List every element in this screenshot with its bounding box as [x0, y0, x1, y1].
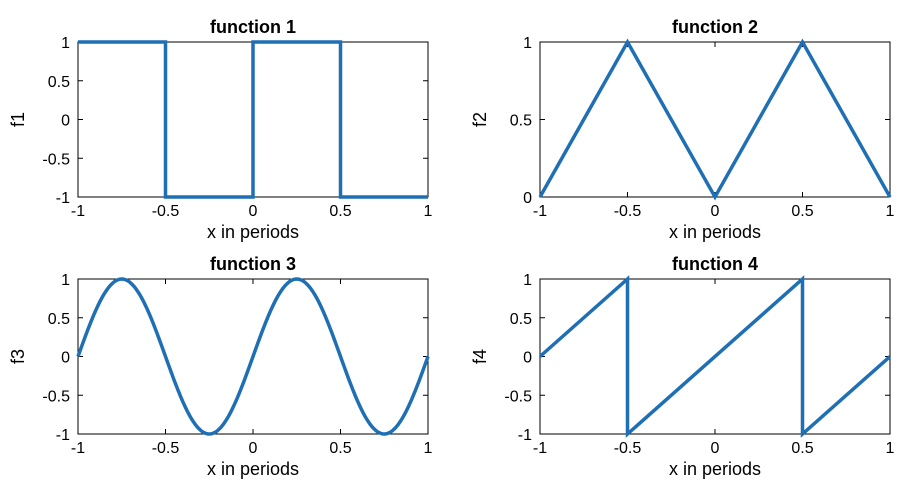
y-tick-label: -1: [518, 427, 532, 444]
y-tick-label: 0.5: [510, 311, 532, 328]
y-tick-label: 0: [523, 190, 532, 207]
x-tick-label: 1: [886, 203, 895, 220]
y-tick-label: 1: [523, 272, 532, 289]
plot-panel-1: -1 -0.5 0 0.5 1 -1 -0.5 0 0.5 1 function 1 x in per…: [8, 17, 433, 242]
series-line-3-1: [76, 277, 430, 436]
x-tick-label: -0.5: [152, 440, 180, 457]
x-tick-label: 1: [424, 440, 433, 457]
y-tick-label: 1: [61, 272, 70, 289]
x-tick-label: -1: [533, 203, 547, 220]
plot-panel-4: -1 -0.5 0 0.5 1 -1 -0.5 0 0.5 1 function 4 x in per…: [470, 254, 895, 479]
x-tick-label: 1: [424, 203, 433, 220]
y-axis-label: f4: [470, 349, 490, 364]
y-tick-label: 1: [523, 35, 532, 52]
x-tick-label: 0.5: [791, 440, 813, 457]
x-tick-label: -1: [533, 440, 547, 457]
y-tick-label: -1: [56, 427, 70, 444]
y-tick-label: 0: [61, 113, 70, 130]
x-axis-label: x in periods: [669, 459, 761, 479]
y-tick-label: 0.5: [510, 113, 532, 130]
y-axis-label: f1: [8, 112, 28, 127]
y-axis-label: f2: [470, 112, 490, 127]
y-tick-label: 0: [61, 350, 70, 367]
x-tick-label: 0: [249, 440, 258, 457]
x-tick-label: -1: [71, 203, 85, 220]
chart-title: function 4: [672, 254, 758, 274]
y-tick-label: 1: [61, 35, 70, 52]
x-tick-label: 0.5: [791, 203, 813, 220]
y-tick-label: 0.5: [48, 311, 70, 328]
axes-box: [539, 41, 891, 198]
x-axis-label: x in periods: [207, 459, 299, 479]
x-axis-label: x in periods: [207, 222, 299, 242]
x-tick-label: -1: [71, 440, 85, 457]
x-axis-label: x in periods: [669, 222, 761, 242]
y-tick-label: 0.5: [48, 74, 70, 91]
y-tick-label: 0: [523, 350, 532, 367]
x-tick-label: -0.5: [152, 203, 180, 220]
plot-panel-2: -1 -0.5 0 0.5 1 0 0.5 1 function 2 x in periods f2: [470, 17, 895, 242]
y-tick-label: -0.5: [42, 388, 70, 405]
y-tick-label: -1: [56, 190, 70, 207]
y-tick-label: -0.5: [504, 388, 532, 405]
chart-title: function 2: [672, 17, 758, 37]
chart-title: function 1: [210, 17, 296, 37]
x-tick-label: 0.5: [329, 203, 351, 220]
x-tick-label: 0: [711, 203, 720, 220]
x-tick-label: -0.5: [614, 203, 642, 220]
y-tick-label: -0.5: [42, 151, 70, 168]
x-tick-label: 1: [886, 440, 895, 457]
series-line-2-1: [538, 38, 892, 201]
series-line-1-1: [78, 40, 428, 199]
x-tick-label: 0: [711, 440, 720, 457]
series-line-4-1: [538, 275, 892, 438]
x-tick-label: -0.5: [614, 440, 642, 457]
x-tick-label: 0.5: [329, 440, 351, 457]
x-tick-label: 0: [249, 203, 258, 220]
plot-panel-3: -1 -0.5 0 0.5 1 -1 -0.5 0 0.5 1 function 3 x in per…: [8, 254, 433, 479]
chart-title: function 3: [210, 254, 296, 274]
y-axis-label: f3: [8, 349, 28, 364]
